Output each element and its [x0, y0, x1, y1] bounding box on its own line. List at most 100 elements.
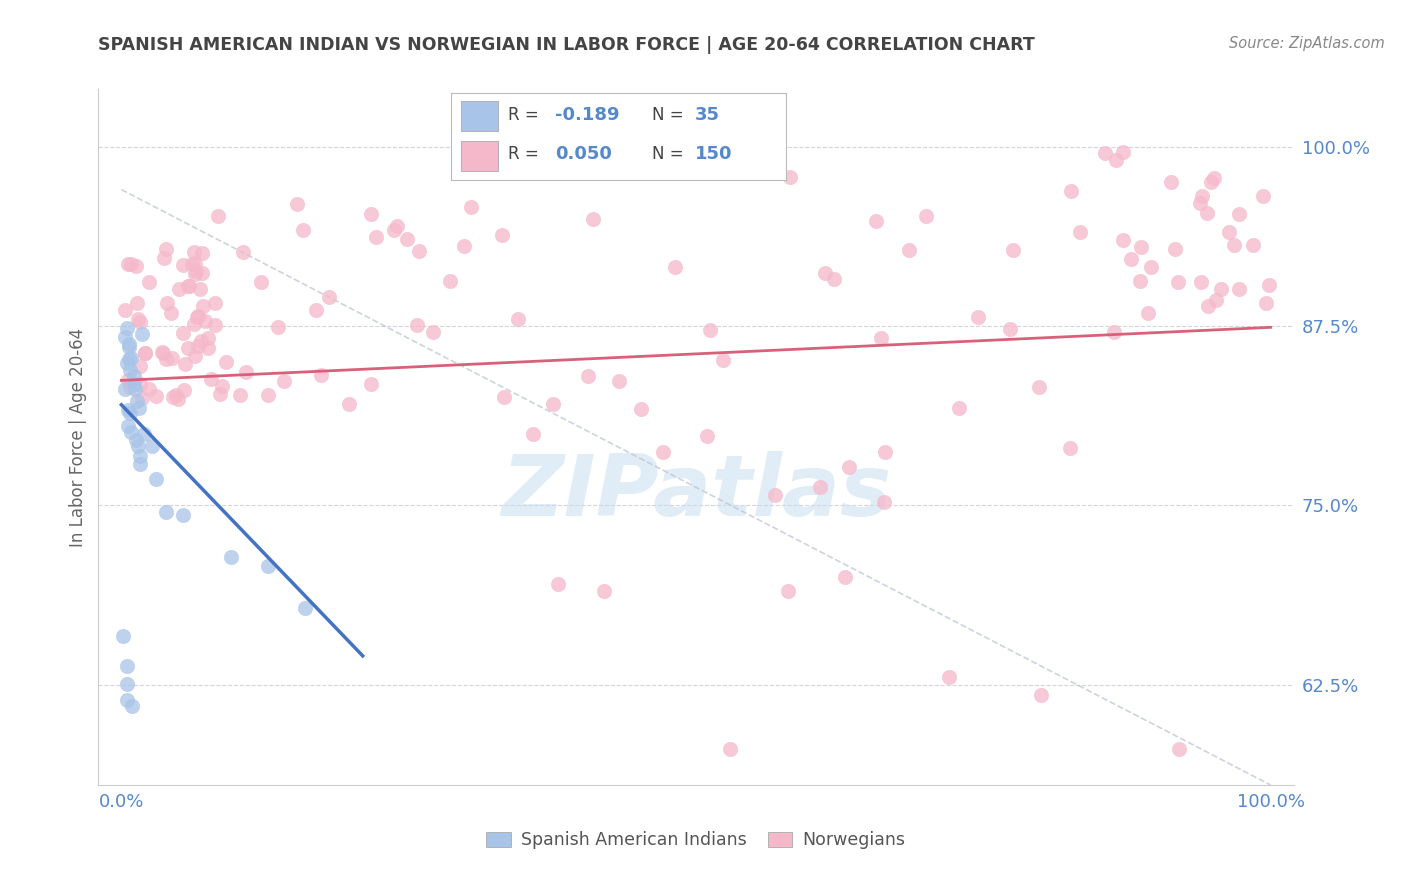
Point — [204, 318, 226, 332]
Point — [209, 387, 232, 401]
Point — [186, 309, 208, 323]
Point — [193, 299, 215, 313]
Point — [865, 213, 887, 227]
Point — [1167, 275, 1189, 289]
Point — [125, 296, 148, 310]
Point — [118, 340, 141, 354]
Y-axis label: In Labor Force | Age 20-64: In Labor Force | Age 20-64 — [69, 327, 87, 547]
Point — [131, 326, 153, 341]
Point — [127, 439, 149, 453]
Point — [191, 246, 214, 260]
Point — [1197, 299, 1219, 313]
Point — [869, 331, 891, 345]
Point — [128, 401, 150, 416]
Point — [190, 334, 212, 348]
Point — [172, 258, 194, 272]
Point — [219, 549, 242, 564]
Point — [699, 323, 721, 337]
Point — [873, 495, 896, 509]
Point — [172, 508, 194, 522]
Point — [494, 390, 516, 404]
Point — [117, 257, 139, 271]
Point — [593, 584, 616, 599]
Point — [115, 658, 138, 673]
Point — [273, 374, 295, 388]
Point — [117, 693, 139, 707]
Text: ZIPatlas: ZIPatlas — [501, 451, 891, 534]
Point — [285, 197, 308, 211]
Point — [998, 322, 1021, 336]
Point — [1251, 189, 1274, 203]
Point — [191, 266, 214, 280]
Point — [607, 374, 630, 388]
Point — [162, 390, 184, 404]
Point — [177, 278, 200, 293]
Point — [152, 346, 174, 360]
Point — [115, 677, 138, 691]
Point — [134, 346, 156, 360]
Point — [127, 312, 149, 326]
Point — [215, 354, 238, 368]
Point — [156, 295, 179, 310]
Point — [1205, 293, 1227, 307]
Point — [696, 428, 718, 442]
Point — [408, 244, 430, 258]
Point — [194, 314, 217, 328]
Point — [439, 274, 461, 288]
Point — [160, 351, 183, 365]
Point — [897, 243, 920, 257]
Point — [134, 346, 156, 360]
Point — [118, 363, 141, 377]
Point — [406, 318, 429, 332]
Point — [257, 388, 280, 402]
Point — [122, 377, 145, 392]
Text: Source: ZipAtlas.com: Source: ZipAtlas.com — [1229, 36, 1385, 51]
Point — [132, 427, 155, 442]
Point — [172, 326, 194, 340]
Point — [360, 376, 382, 391]
Point — [779, 170, 801, 185]
Point — [125, 433, 148, 447]
Point — [1218, 226, 1240, 240]
Point — [453, 239, 475, 253]
Point — [167, 282, 190, 296]
Point — [1112, 145, 1135, 160]
Point — [1119, 252, 1142, 266]
Point — [197, 341, 219, 355]
Point — [1189, 195, 1212, 210]
Point — [207, 210, 229, 224]
Point — [118, 351, 141, 366]
Point — [235, 366, 257, 380]
Point — [111, 630, 134, 644]
Point — [120, 351, 142, 365]
Point — [1094, 146, 1116, 161]
Point — [153, 251, 176, 265]
Legend: Spanish American Indians, Norwegians: Spanish American Indians, Norwegians — [479, 824, 912, 856]
Point — [177, 341, 200, 355]
Point — [711, 353, 734, 368]
Point — [200, 372, 222, 386]
Text: SPANISH AMERICAN INDIAN VS NORWEGIAN IN LABOR FORCE | AGE 20-64 CORRELATION CHAR: SPANISH AMERICAN INDIAN VS NORWEGIAN IN … — [98, 36, 1035, 54]
Point — [120, 256, 142, 270]
Point — [1202, 170, 1225, 185]
Point — [541, 397, 564, 411]
Point — [184, 349, 207, 363]
Point — [155, 352, 177, 367]
Point — [1140, 260, 1163, 274]
Point — [150, 344, 173, 359]
Point — [117, 403, 139, 417]
Point — [184, 267, 207, 281]
Point — [120, 406, 142, 420]
Point — [115, 356, 138, 370]
Point — [118, 379, 141, 393]
Point — [360, 207, 382, 221]
Point — [124, 369, 146, 384]
Point — [582, 211, 605, 226]
Point — [183, 317, 205, 331]
Point — [1028, 380, 1050, 394]
Point — [763, 488, 786, 502]
Point — [1029, 688, 1052, 702]
Point — [720, 742, 742, 756]
Point — [181, 257, 204, 271]
Point — [364, 230, 387, 244]
